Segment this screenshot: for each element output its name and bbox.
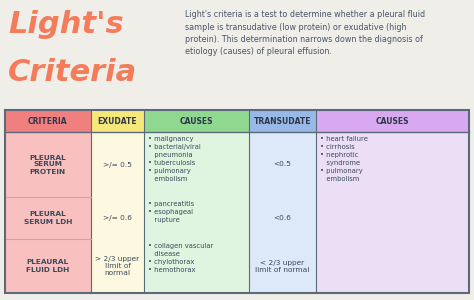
Text: Light's criteria is a test to determine whether a pleural fluid
sample is transu: Light's criteria is a test to determine … — [185, 10, 425, 56]
Text: • pancreatitis
• esophageal
   rupture: • pancreatitis • esophageal rupture — [148, 201, 194, 223]
Bar — [5, 239, 91, 293]
Text: PLEURAL
SERUM LDH: PLEURAL SERUM LDH — [24, 212, 72, 224]
Text: PLEAURAL
FLUID LDH: PLEAURAL FLUID LDH — [26, 260, 70, 272]
Bar — [316, 197, 469, 239]
Text: CRITERIA: CRITERIA — [28, 116, 68, 125]
Text: CAUSES: CAUSES — [180, 116, 213, 125]
Bar — [248, 197, 316, 239]
Text: >/= 0.5: >/= 0.5 — [103, 161, 132, 167]
Text: <0.5: <0.5 — [273, 161, 291, 167]
Bar — [91, 239, 144, 293]
Text: EXUDATE: EXUDATE — [98, 116, 137, 125]
Text: • heart failure
• cirrhosis
• nephrotic
   syndrome
• pulmonary
   embolism: • heart failure • cirrhosis • nephrotic … — [320, 136, 368, 182]
Bar — [144, 197, 248, 239]
Text: • collagen vascular
   disease
• chylothorax
• hemothorax: • collagen vascular disease • chylothora… — [148, 243, 214, 273]
Bar — [91, 132, 144, 197]
Text: < 2/3 upper
limit of normal: < 2/3 upper limit of normal — [255, 260, 310, 272]
Bar — [316, 110, 469, 132]
Text: CAUSES: CAUSES — [376, 116, 409, 125]
Bar — [248, 110, 316, 132]
Text: Criteria: Criteria — [8, 58, 137, 87]
Bar — [5, 110, 469, 293]
Bar — [144, 132, 248, 197]
Bar — [248, 239, 316, 293]
Bar — [91, 110, 144, 132]
Text: >/= 0.6: >/= 0.6 — [103, 215, 132, 221]
Text: Light's: Light's — [8, 10, 124, 39]
Text: TRANSUDATE: TRANSUDATE — [254, 116, 311, 125]
Bar — [248, 132, 316, 197]
Text: <0.6: <0.6 — [273, 215, 291, 221]
Bar — [5, 110, 91, 132]
Bar — [144, 239, 248, 293]
Bar — [316, 239, 469, 293]
Bar — [91, 197, 144, 239]
Text: • malignancy
• bacterial/viral
   pneumonia
• tuberculosis
• pulmonary
   emboli: • malignancy • bacterial/viral pneumonia… — [148, 136, 201, 182]
Bar — [5, 197, 91, 239]
Bar — [316, 132, 469, 197]
Bar — [5, 132, 91, 197]
Bar — [144, 110, 248, 132]
Text: > 2/3 upper
limit of
normal: > 2/3 upper limit of normal — [95, 256, 139, 276]
Text: PLEURAL
SERUM
PROTEIN: PLEURAL SERUM PROTEIN — [29, 154, 66, 175]
